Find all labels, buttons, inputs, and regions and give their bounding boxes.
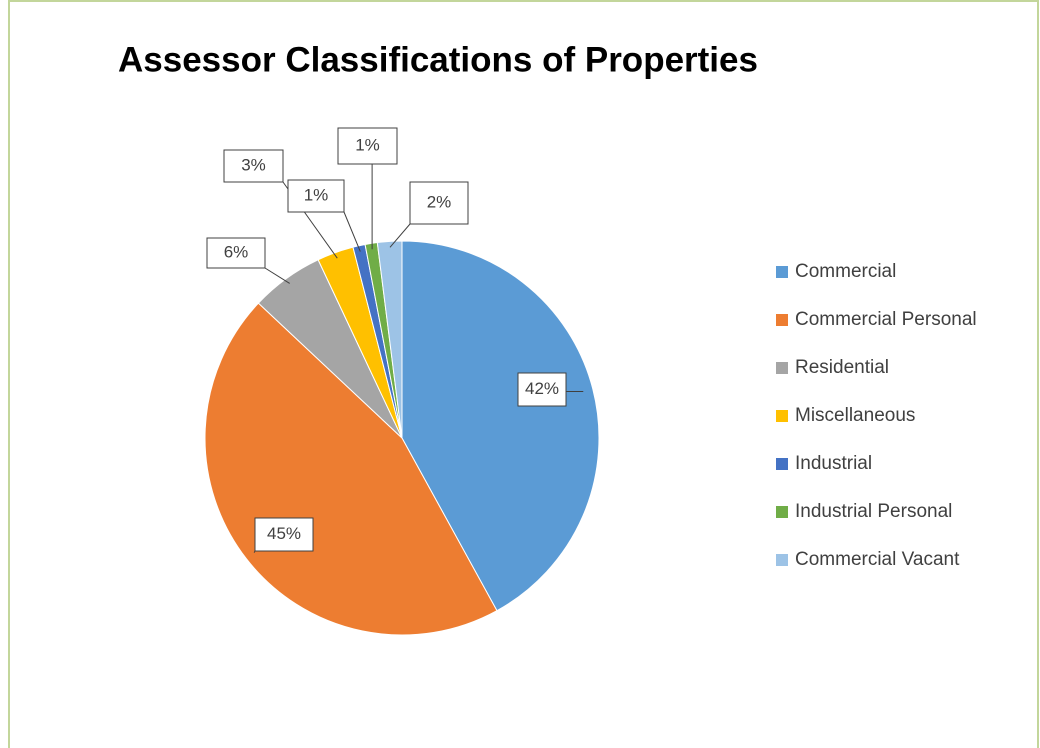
legend-label: Industrial (795, 453, 872, 474)
pie-slice (376, 240, 403, 439)
legend-label: Commercial (795, 261, 896, 282)
leader-line (264, 267, 290, 284)
label-box (409, 181, 469, 225)
leader-line (343, 211, 361, 252)
legend-label: Residential (795, 357, 889, 378)
legend-label: Commercial Vacant (795, 549, 960, 570)
legend-swatch (776, 410, 788, 422)
data-label: 1% (304, 185, 329, 204)
frame (8, 0, 1039, 748)
data-label: 3% (241, 155, 266, 174)
label-box (254, 517, 314, 552)
legend-swatch (776, 554, 788, 566)
leader-line (389, 223, 411, 248)
legend-label: Commercial Personal (795, 309, 977, 330)
data-label: 2% (427, 192, 452, 211)
legend-label: Industrial Personal (795, 501, 952, 522)
label-box (287, 179, 345, 213)
legend-label: Miscellaneous (795, 405, 915, 426)
chart-title: Assessor Classifications of Properties (118, 40, 758, 79)
label-box (337, 127, 398, 165)
pie-slice (204, 302, 498, 636)
data-label: 6% (224, 242, 249, 261)
legend-swatch (776, 506, 788, 518)
pie-slice (401, 240, 600, 612)
legend-swatch (776, 266, 788, 278)
legend-swatch (776, 458, 788, 470)
data-label: 42% (525, 379, 559, 398)
label-box (206, 237, 266, 269)
legend-swatch (776, 362, 788, 374)
data-label: 45% (267, 524, 301, 543)
label-box (223, 149, 284, 183)
data-label: 1% (355, 135, 380, 154)
label-box (517, 372, 567, 407)
legend-swatch (776, 314, 788, 326)
